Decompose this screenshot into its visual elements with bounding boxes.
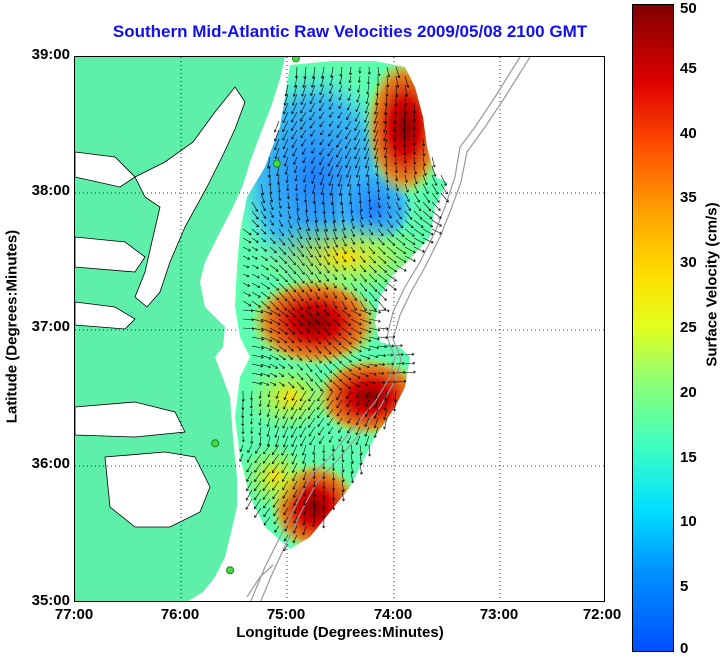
map-plot-area <box>74 56 605 602</box>
potomac-river <box>75 151 136 188</box>
chesapeake-bay <box>134 86 246 308</box>
colorbar-tick: 0 <box>680 640 689 657</box>
x-tick-75: 75:00 <box>266 606 306 623</box>
velocity-field <box>235 61 447 549</box>
colorbar-tick: 25 <box>680 319 697 336</box>
colorbar-tick: 35 <box>680 189 697 207</box>
velocity-arrows <box>239 66 449 552</box>
colorbar-tick: 40 <box>680 124 697 142</box>
colorbar-tick: 45 <box>680 59 697 77</box>
map-svg <box>75 57 604 601</box>
colorbar-tick: 15 <box>680 448 697 466</box>
radar-station-marker <box>272 159 281 168</box>
radar-station-marker <box>211 439 220 448</box>
colorbar-tick: 10 <box>680 513 697 531</box>
y-tick-37: 37:00 <box>31 318 70 335</box>
x-tick-72: 72:00 <box>582 606 622 623</box>
x-tick-76: 76:00 <box>160 606 200 623</box>
colorbar-gradient <box>633 5 673 651</box>
colorbar-label: Surface Velocity (cm/s) <box>703 202 721 367</box>
y-tick-39: 39:00 <box>31 46 70 63</box>
y-tick-36: 36:00 <box>31 455 70 472</box>
chart-title: Southern Mid-Atlantic Raw Velocities 200… <box>112 22 588 41</box>
rappahannock-river <box>75 236 146 273</box>
pamlico-sound <box>104 451 211 528</box>
radar-station-marker <box>226 566 235 575</box>
y-tick-35: 35:00 <box>31 592 70 609</box>
colorbar <box>632 4 674 652</box>
y-tick-38: 38:00 <box>31 182 70 199</box>
radar-station-marker <box>291 57 300 63</box>
albemarle-sound <box>75 401 186 438</box>
arrow-field-path <box>239 66 449 552</box>
colorbar-tick: 20 <box>680 383 697 401</box>
x-tick-77: 77:00 <box>54 606 94 623</box>
radar-stations <box>211 57 300 575</box>
x-tick-73: 73:00 <box>479 606 519 623</box>
colorbar-tick: 5 <box>680 578 689 596</box>
x-tick-74: 74:00 <box>373 606 413 623</box>
james-river <box>75 301 136 330</box>
colorbar-tick: 50 <box>680 0 697 17</box>
y-axis-label: Latitude (Degrees:Minutes) <box>3 229 21 424</box>
x-axis-label: Longitude (Degrees:Minutes) <box>236 624 444 641</box>
colorbar-tick: 30 <box>680 254 697 272</box>
